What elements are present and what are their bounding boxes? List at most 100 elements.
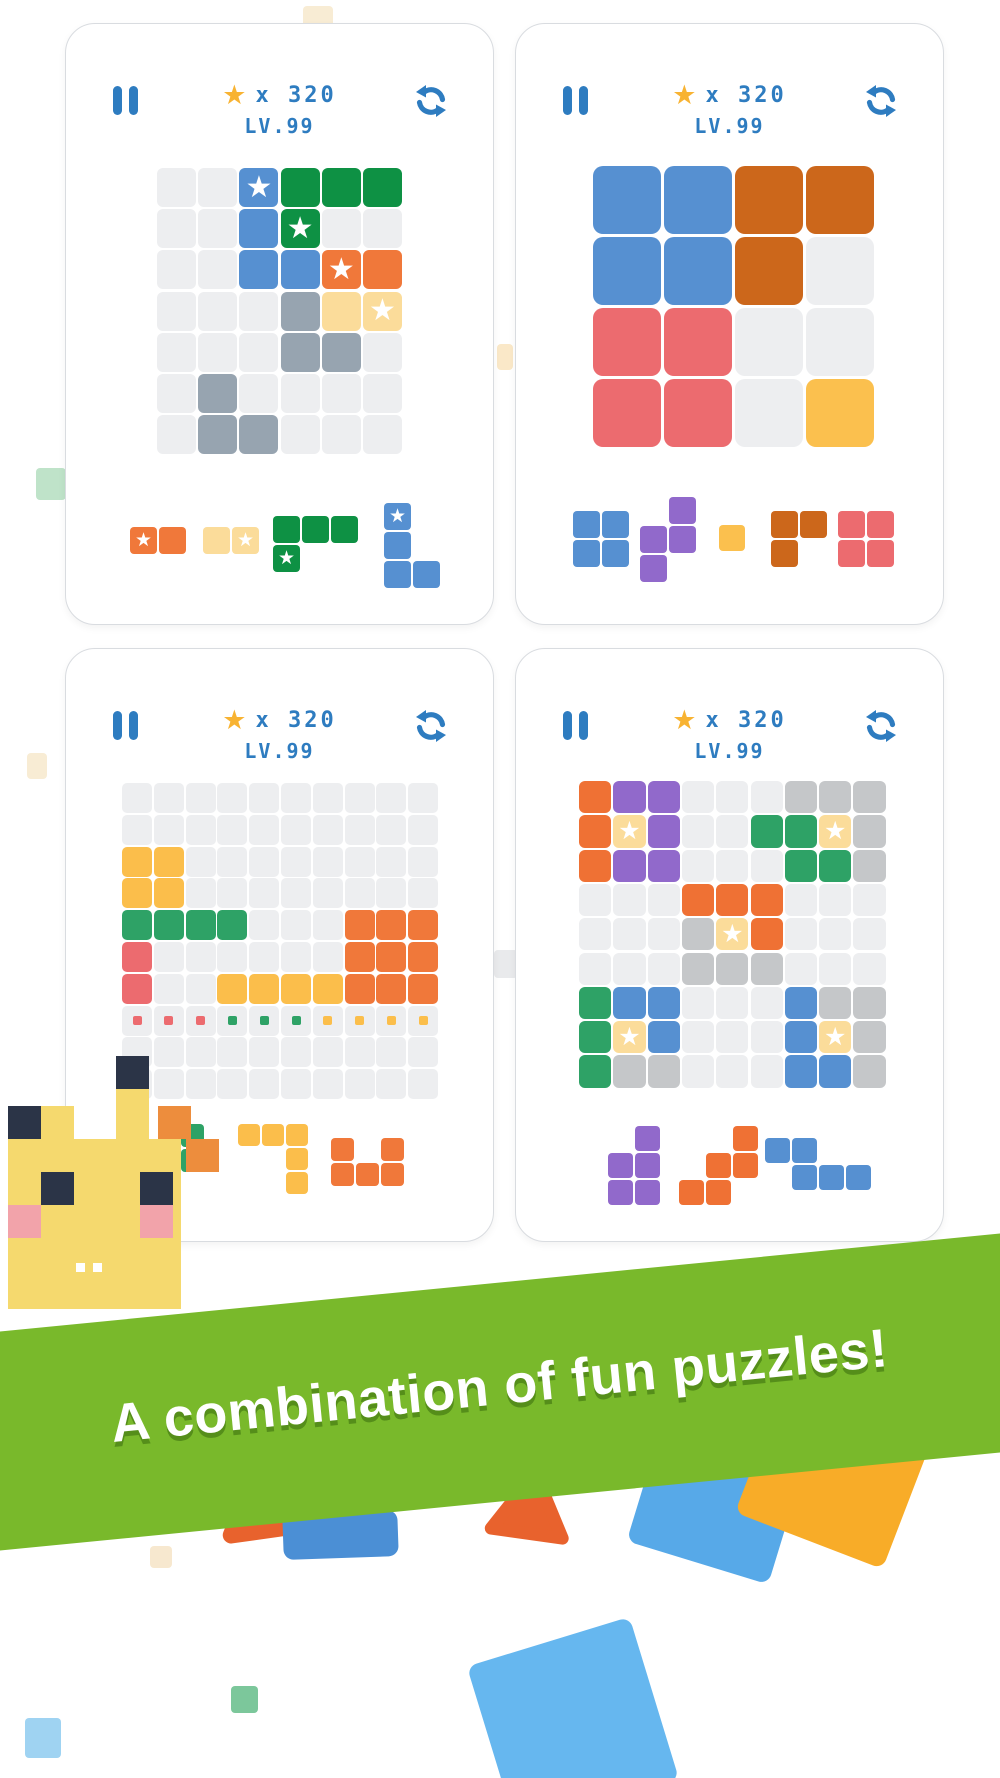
grid-cell[interactable] (280, 415, 320, 455)
grid-cell[interactable] (312, 1037, 343, 1068)
grid-cell[interactable] (321, 415, 361, 455)
grid-cell[interactable] (153, 973, 184, 1004)
grid-cell[interactable] (716, 883, 749, 917)
grid-cell[interactable] (853, 986, 886, 1020)
grid-cell[interactable] (312, 814, 343, 845)
grid-cell[interactable] (806, 166, 874, 234)
grid-cell[interactable] (613, 1055, 646, 1088)
grid-cell[interactable] (613, 986, 646, 1020)
grid-cell[interactable] (750, 883, 783, 917)
grid-cell[interactable] (249, 783, 280, 813)
grid-cell[interactable] (613, 918, 646, 951)
grid-cell[interactable] (806, 379, 874, 447)
grid-cell[interactable] (819, 952, 852, 985)
grid-cell[interactable] (321, 291, 361, 331)
grid-cell[interactable] (819, 781, 852, 814)
grid-cell[interactable] (157, 415, 196, 455)
grid-cell[interactable] (735, 166, 803, 234)
grid-cell[interactable] (312, 910, 343, 941)
grid-cell[interactable] (153, 942, 184, 972)
grid-cell[interactable] (185, 973, 216, 1004)
grid-cell[interactable] (579, 781, 612, 814)
grid-cell[interactable] (593, 379, 661, 447)
grid-cell[interactable] (153, 1037, 184, 1068)
grid-cell[interactable] (185, 1069, 216, 1100)
grid-cell[interactable] (750, 986, 783, 1020)
grid-cell[interactable] (806, 308, 874, 376)
grid-cell[interactable] (647, 781, 680, 814)
grid-cell[interactable] (647, 849, 680, 882)
grid-cell[interactable] (750, 1021, 783, 1054)
grid-cell[interactable] (157, 291, 196, 331)
grid-cell[interactable]: ★ (613, 815, 646, 848)
grid-cell[interactable] (185, 942, 216, 972)
grid-cell[interactable] (363, 250, 402, 290)
grid-cell[interactable] (408, 942, 439, 972)
grid-cell[interactable] (198, 332, 238, 372)
grid-cell[interactable] (281, 846, 311, 877)
grid-cell[interactable] (281, 814, 311, 845)
grid-cell[interactable] (819, 1055, 852, 1088)
grid-cell[interactable] (217, 973, 248, 1004)
grid-cell[interactable] (122, 942, 152, 972)
grid-cell[interactable] (647, 1021, 680, 1054)
grid-cell[interactable] (363, 168, 402, 207)
grid-cell[interactable] (198, 415, 238, 455)
grid-cell[interactable] (249, 846, 280, 877)
grid-cell[interactable] (664, 379, 732, 447)
grid-cell[interactable] (784, 1021, 818, 1054)
grid-cell[interactable] (198, 374, 238, 413)
grid-cell[interactable] (281, 878, 311, 909)
grid-cell[interactable] (344, 942, 375, 972)
grid-cell[interactable] (784, 986, 818, 1020)
grid-cell[interactable] (647, 883, 680, 917)
grid-cell[interactable] (239, 209, 279, 249)
grid-cell[interactable] (784, 883, 818, 917)
grid-cell[interactable] (185, 846, 216, 877)
grid-cell[interactable] (321, 374, 361, 413)
grid-cell[interactable] (853, 1021, 886, 1054)
refresh-button[interactable] (414, 84, 448, 118)
grid-cell[interactable] (249, 910, 280, 941)
grid-cell[interactable] (408, 878, 439, 909)
grid-cell[interactable] (157, 374, 196, 413)
grid-cell[interactable] (280, 374, 320, 413)
grid-cell[interactable] (853, 952, 886, 985)
grid-cell[interactable] (647, 952, 680, 985)
grid-cell[interactable] (819, 918, 852, 951)
grid-cell[interactable] (716, 781, 749, 814)
grid-cell[interactable] (750, 849, 783, 882)
pause-button[interactable] (563, 86, 597, 118)
grid-cell[interactable] (122, 814, 152, 845)
grid-cell[interactable] (153, 910, 184, 941)
grid-cell[interactable] (784, 849, 818, 882)
grid-cell[interactable] (579, 883, 612, 917)
grid-cell[interactable] (363, 332, 402, 372)
grid-cell[interactable] (681, 849, 715, 882)
grid-cell[interactable] (239, 374, 279, 413)
grid-cell[interactable] (647, 815, 680, 848)
grid-cell[interactable] (681, 986, 715, 1020)
grid-cell[interactable] (185, 878, 216, 909)
grid-cell[interactable] (157, 209, 196, 249)
grid-cell[interactable] (376, 783, 407, 813)
grid-cell[interactable] (344, 973, 375, 1004)
grid-cell[interactable] (239, 250, 279, 290)
grid-cell[interactable] (122, 846, 152, 877)
grid-cell[interactable] (312, 1005, 343, 1036)
grid-cell[interactable] (579, 1021, 612, 1054)
grid-cell[interactable] (593, 237, 661, 305)
grid-cell[interactable] (321, 209, 361, 249)
grid-cell[interactable] (122, 783, 152, 813)
grid-cell[interactable] (376, 846, 407, 877)
grid-cell[interactable] (647, 1055, 680, 1088)
grid-cell[interactable] (784, 815, 818, 848)
grid-cell[interactable]: ★ (321, 250, 361, 290)
grid-cell[interactable] (217, 814, 248, 845)
grid-cell[interactable] (157, 250, 196, 290)
grid-cell[interactable] (122, 1005, 152, 1036)
grid-cell[interactable] (579, 986, 612, 1020)
grid-cell[interactable] (819, 986, 852, 1020)
grid-cell[interactable] (716, 986, 749, 1020)
grid-cell[interactable] (157, 168, 196, 207)
